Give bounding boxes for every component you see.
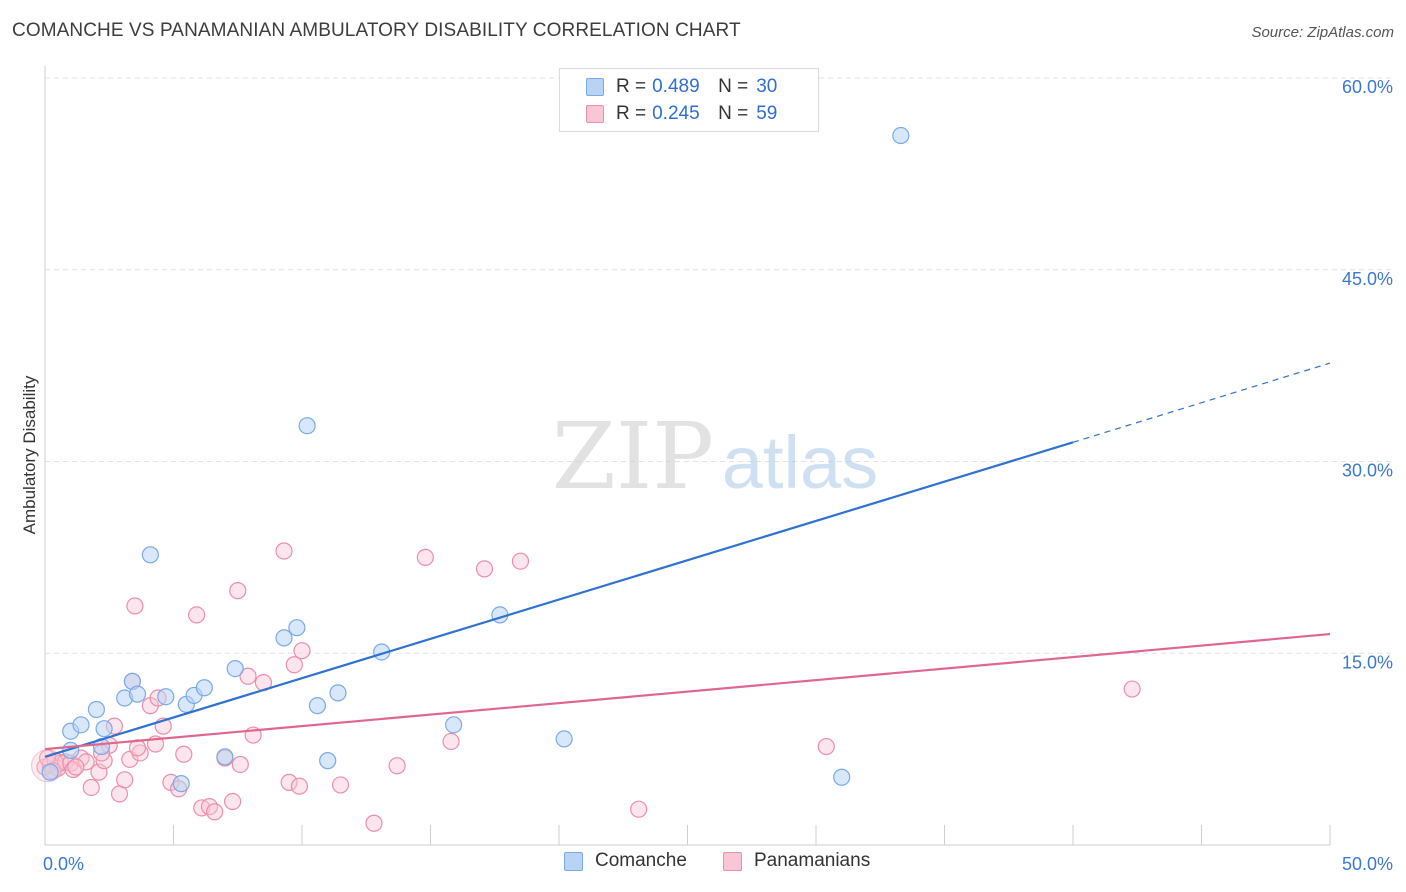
point-panamanians-34 [229,582,247,600]
point-comanche-0 [41,763,59,781]
trend-line-comanche-extension [1072,362,1331,443]
point-comanche-17 [226,659,244,678]
point-panamanians-56 [67,758,85,776]
legend-swatch-comanche [586,78,604,96]
point-panamanians-30 [200,798,219,816]
watermark-zip: ZIP [552,403,714,510]
watermark: ZIP atlas [552,403,878,510]
tick-labels: 15.0% 30.0% 45.0% 60.0% 0.0% 50.0% [43,77,1393,874]
point-panamanians-27 [175,745,193,763]
trend-lines [44,362,1331,758]
axes [44,66,1331,846]
point-panamanians-36 [239,667,257,685]
legend-n-label: N = [718,76,749,97]
point-comanche-28 [833,768,851,786]
legend-r-value-panamanians: 0.245 [652,103,700,124]
source-label: Source: ZipAtlas.com [1251,24,1394,41]
point-comanche-18 [275,629,293,647]
correlation-legend: R = 0.489 N = 30 R = 0.245 N = 59 [559,68,819,132]
point-comanche-23 [329,684,347,702]
point-panamanians-47 [416,548,434,566]
point-panamanians-39 [275,542,293,560]
point-panamanians-35 [231,755,249,774]
point-panamanians-50 [511,552,530,570]
legend-item-panamanians[interactable]: Panamanians [723,850,870,872]
point-comanche-20 [298,417,316,435]
y-tick-label-2: 45.0% [1342,269,1393,289]
legend-n-value-panamanians: 59 [756,103,778,124]
y-tick-label-1: 30.0% [1342,461,1393,481]
point-panamanians-52 [817,737,835,756]
y-tick-label-3: 60.0% [1342,77,1393,97]
point-panamanians-28 [188,606,206,624]
point-panamanians-43 [293,642,311,660]
point-comanche-29 [892,126,910,145]
legend-n-value-comanche: 30 [756,76,778,97]
legend-swatch-panamanians [723,851,742,871]
comanche-points [41,126,910,793]
point-comanche-6 [95,720,113,738]
point-panamanians-19 [126,597,144,615]
x-tick-label-0: 0.0% [43,854,84,874]
series-legend: Comanche Panamanians [0,850,1406,880]
legend-row-panamanians: R = 0.245 N = 59 [586,102,777,126]
point-comanche-3 [72,716,90,734]
point-comanche-10 [141,546,159,564]
point-comanche-9 [128,685,147,703]
point-panamanians-41 [285,656,303,674]
legend-row-comanche: R = 0.489 N = 30 [586,75,777,99]
chart-title: COMANCHE VS PANAMANIAN AMBULATORY DISABI… [12,20,741,41]
legend-r-label: R = [616,103,647,124]
point-panamanians-40 [280,773,298,791]
point-panamanians-53 [1123,680,1141,698]
point-panamanians-33 [224,792,242,811]
watermark-atlas: atlas [722,421,878,504]
y-tick-label-0: 15.0% [1342,652,1393,672]
point-comanche-15 [195,679,213,697]
point-panamanians-51 [630,800,648,818]
point-comanche-11 [157,688,175,706]
gridlines [45,77,1395,654]
point-comanche-4 [87,700,106,719]
point-comanche-25 [445,716,463,734]
point-comanche-19 [288,619,306,637]
point-panamanians-46 [388,757,406,775]
legend-n-label: N = [718,103,749,124]
legend-item-comanche[interactable]: Comanche [564,850,687,872]
legend-label-comanche: Comanche [595,850,687,871]
point-panamanians-49 [475,560,494,578]
legend-swatch-comanche [564,851,583,871]
point-panamanians-45 [365,814,383,832]
trend-line-panamanians [44,632,1331,751]
legend-swatch-panamanians [586,105,604,123]
point-comanche-16 [216,748,234,766]
point-comanche-22 [319,752,337,770]
trend-line-comanche [44,441,1074,758]
point-panamanians-44 [331,776,350,794]
point-comanche-21 [308,697,327,715]
point-panamanians-9 [77,753,95,771]
point-panamanians-16 [116,771,134,789]
legend-r-label: R = [616,76,647,97]
y-axis-label: Ambulatory Disability [20,375,39,535]
point-panamanians-48 [442,732,460,751]
point-comanche-12 [172,775,190,793]
point-panamanians-42 [290,777,309,795]
legend-r-value-comanche: 0.489 [652,76,700,97]
legend-label-panamanians: Panamanians [754,850,871,871]
point-comanche-27 [555,730,573,748]
x-tick-label-1: 50.0% [1342,854,1393,874]
point-panamanians-10 [82,778,100,797]
point-panamanians-31 [206,803,224,821]
